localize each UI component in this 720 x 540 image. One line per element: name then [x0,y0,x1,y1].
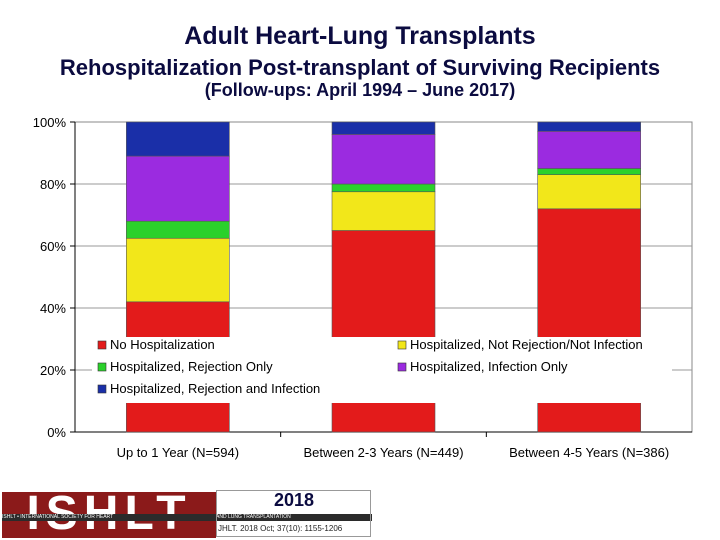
bar-segment [537,174,641,210]
legend-swatch [97,340,107,350]
bar-segment [331,121,436,135]
legend-swatch [97,384,107,394]
legend-label: Hospitalized, Rejection Only [110,359,273,374]
y-tick-label: 40% [40,301,66,316]
legend-label: No Hospitalization [110,337,215,352]
journal-citation: JHLT. 2018 Oct; 37(10): 1155-1206 [218,524,343,533]
chart-subtitle: Rehospitalization Post-transplant of Sur… [59,55,661,80]
follow-up-range: (Follow-ups: April 1994 – June 2017) [204,80,516,100]
x-category-label: Up to 1 Year (N=594) [117,445,240,460]
chart-title: Adult Heart-Lung Transplants [184,22,536,50]
legend-swatch [397,340,407,350]
x-category-label: Between 2-3 Years (N=449) [303,445,463,460]
y-tick-label: 20% [40,363,66,378]
legend-swatch [397,362,407,372]
bar-segment [126,155,230,222]
citation-badge [216,490,371,537]
bar-segment [331,134,436,185]
bar-segment [126,220,230,239]
y-tick-label: 0% [47,425,66,440]
legend-box [92,337,672,403]
x-category-label: Between 4-5 Years (N=386) [509,445,669,460]
y-tick-label: 60% [40,239,66,254]
logo-tagline-left: ISHLT • INTERNATIONAL SOCIETY FOR HEART [2,514,216,521]
legend-label: Hospitalized, Not Rejection/Not Infectio… [410,337,643,352]
bar-segment [331,191,436,231]
y-tick-label: 100% [33,115,67,130]
bar-segment [537,131,641,169]
y-tick-label: 80% [40,177,66,192]
report-year: 2018 [273,490,315,510]
legend-label: Hospitalized, Infection Only [410,359,568,374]
bar-segment [537,168,641,175]
legend-label: Hospitalized, Rejection and Infection [110,381,320,396]
bar-segment [331,183,436,193]
legend-swatch [97,362,107,372]
bar-segment [537,121,641,132]
bar-segment [126,237,230,303]
logo-tagline-right: AND LUNG TRANSPLANTATION [216,514,372,521]
bar-segment [126,121,230,157]
